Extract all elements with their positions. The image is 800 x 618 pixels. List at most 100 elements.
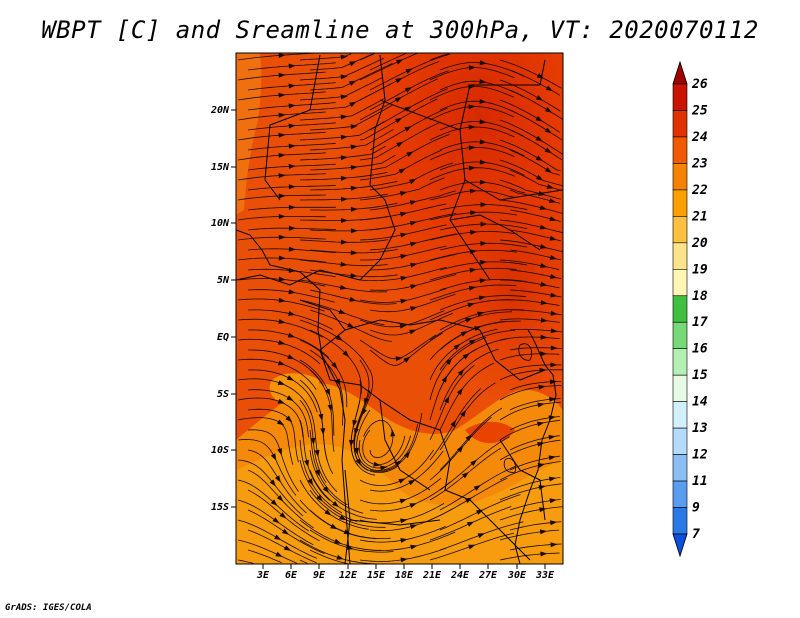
streamline-arrow — [537, 441, 545, 447]
svg-text:10N: 10N — [211, 218, 230, 229]
colorbar-swatch — [672, 348, 688, 376]
streamline — [237, 559, 254, 564]
streamline-arrow — [310, 437, 316, 445]
streamline-arrow — [336, 554, 344, 560]
streamline-arrow — [535, 135, 543, 142]
streamline-arrow — [537, 402, 545, 408]
streamline-arrow — [332, 501, 340, 508]
streamline-arrow — [468, 165, 476, 171]
streamline-arrow — [409, 329, 417, 335]
streamline-arrow — [544, 127, 552, 134]
colorbar-swatch — [672, 216, 688, 244]
streamline-arrow — [398, 168, 406, 174]
svg-text:5S: 5S — [217, 389, 229, 400]
streamline-arrow — [330, 523, 338, 530]
streamline-arrow — [535, 155, 543, 162]
streamline-arrow — [400, 211, 408, 217]
streamline — [499, 552, 560, 561]
streamline-arrow — [537, 463, 546, 468]
streamline-arrow — [403, 356, 411, 363]
streamline-arrow — [453, 343, 461, 350]
streamline — [309, 53, 376, 71]
colorbar: 26 25 24 23 22 21 20 19 18 17 16 15 14 13 12 11 9 7 — [672, 60, 708, 558]
streamline-arrow — [350, 228, 358, 234]
streamline-arrow — [539, 507, 547, 513]
streamline — [499, 99, 560, 133]
streamline-arrow — [278, 72, 286, 78]
streamline-arrow — [540, 334, 548, 340]
streamline-arrow — [350, 273, 358, 278]
streamline-arrow — [277, 380, 286, 385]
colorbar-label: 19 — [692, 262, 708, 277]
streamline-arrow — [307, 478, 313, 486]
streamline — [499, 79, 561, 112]
colorbar-label: 17 — [692, 315, 708, 330]
streamline-arrow — [340, 94, 348, 100]
streamline-arrow — [348, 439, 354, 447]
streamline-arrow — [340, 54, 348, 60]
streamline — [499, 259, 560, 270]
streamline-arrow — [278, 255, 286, 261]
streamline-arrow — [410, 284, 418, 290]
streamline — [499, 199, 563, 214]
streamline-arrow — [340, 114, 348, 120]
streamline-arrow — [314, 469, 320, 477]
streamline-arrow — [277, 448, 282, 456]
streamline-arrow — [341, 218, 348, 223]
streamline — [499, 179, 561, 200]
x-tick-6e: 6E — [285, 564, 298, 581]
streamline-arrow — [550, 274, 558, 279]
streamline-arrow — [479, 139, 487, 145]
streamline-arrow — [445, 358, 453, 365]
streamline-arrow — [398, 478, 406, 484]
streamline-arrow — [278, 193, 286, 199]
streamline-arrow — [544, 167, 553, 173]
streamline-arrow — [546, 184, 555, 189]
streamline-arrow — [322, 486, 329, 494]
streamline-arrow — [549, 476, 557, 482]
streamline-arrow — [288, 83, 296, 89]
wbpt-field-24-patch — [465, 421, 515, 444]
streamline — [499, 159, 563, 187]
streamline — [499, 401, 561, 421]
x-tick-3e: 3E — [256, 564, 270, 581]
colorbar-label: 24 — [691, 130, 708, 145]
streamline-arrow — [338, 309, 346, 314]
streamline-arrow — [340, 175, 348, 181]
streamline-arrow — [470, 210, 478, 216]
streamline-arrow — [540, 351, 548, 357]
streamline — [509, 109, 563, 141]
streamline — [499, 318, 560, 323]
streamline-arrow — [410, 241, 418, 247]
streamline-arrow — [278, 132, 286, 138]
y-tick-5n: 5N — [217, 275, 236, 286]
streamline-arrow — [335, 378, 341, 386]
streamline-arrow — [469, 267, 477, 273]
streamline-arrow — [477, 311, 485, 317]
y-tick-10s: 10S — [211, 445, 236, 456]
streamline-arrow — [550, 520, 558, 526]
streamline-arrow — [408, 479, 416, 486]
wbpt-field-22-west — [236, 53, 262, 215]
svg-text:30E: 30E — [507, 570, 527, 581]
streamline-arrow — [540, 551, 548, 557]
streamline-arrow — [340, 155, 348, 161]
streamline-arrow — [304, 459, 309, 468]
streamline-arrow — [278, 173, 286, 179]
streamline-arrow — [355, 458, 362, 466]
colorbar-bottom-arrow — [672, 533, 688, 558]
streamline-arrow — [270, 499, 278, 506]
streamline-arrow — [470, 229, 478, 235]
colorbar-label: 9 — [692, 501, 700, 516]
streamline-arrow — [460, 331, 468, 337]
streamline-arrow — [468, 544, 476, 550]
streamline-arrow — [535, 115, 543, 122]
map-area — [236, 53, 563, 564]
streamline-arrow — [276, 495, 284, 502]
streamline-arrow — [550, 362, 558, 368]
streamline-arrow — [340, 196, 348, 202]
streamline-arrow — [444, 396, 450, 404]
streamline — [237, 539, 298, 564]
streamline-arrow — [278, 92, 286, 98]
streamline — [247, 529, 317, 564]
